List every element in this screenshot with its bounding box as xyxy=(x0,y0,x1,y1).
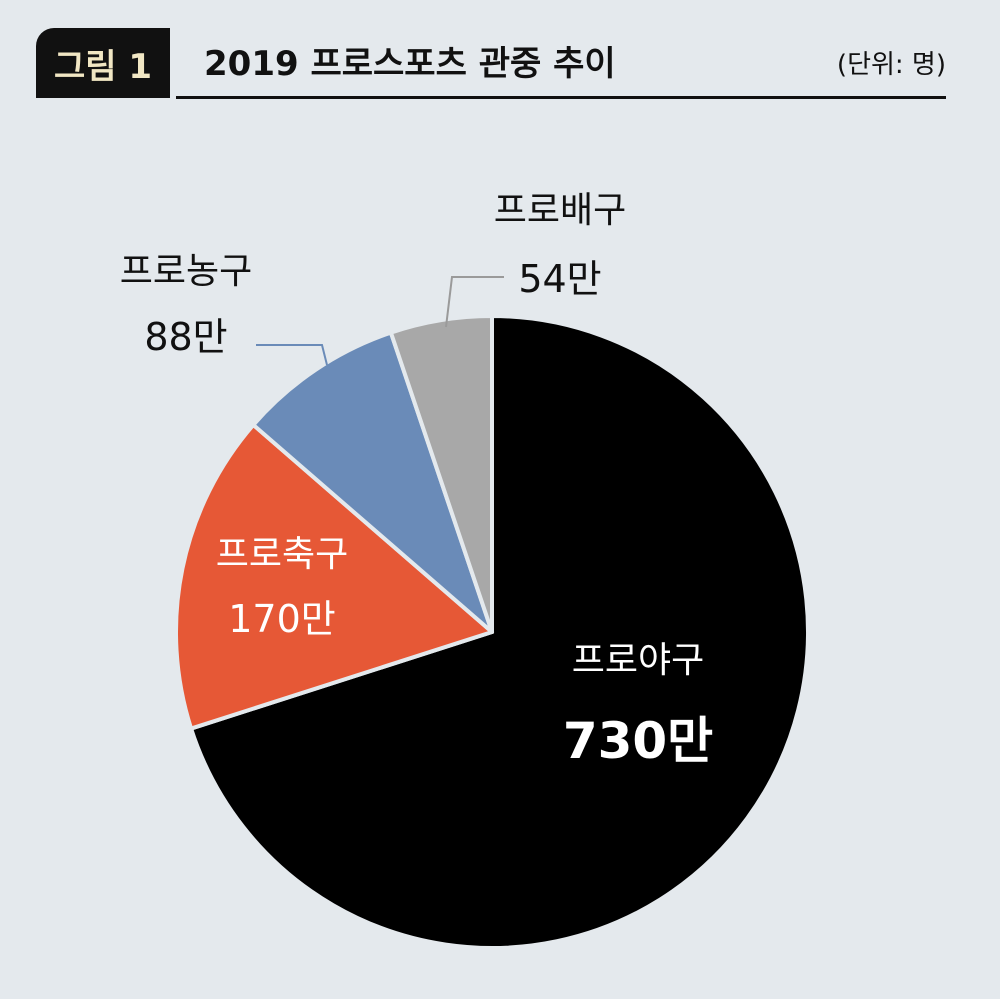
slice-value-baseball: 730만 xyxy=(563,712,713,770)
slice-label-soccer: 프로축구 xyxy=(216,534,348,575)
figure-label-badge: 그림 1 xyxy=(36,28,170,98)
slice-value-volleyball: 54만 xyxy=(518,257,601,301)
unit-label: (단위: 명) xyxy=(836,50,946,80)
slice-label-basketball: 프로농구 xyxy=(120,251,252,292)
slice-value-basketball: 88만 xyxy=(144,315,227,359)
slice-label-baseball: 프로야구 xyxy=(572,640,704,681)
header-rule xyxy=(176,96,946,99)
pie-slice-basketball xyxy=(251,330,494,634)
slice-value-soccer: 170만 xyxy=(228,597,336,641)
pie-slices xyxy=(174,314,810,950)
chart-title: 2019 프로스포츠 관중 추이 xyxy=(204,44,616,84)
slice-label-volleyball: 프로배구 xyxy=(494,190,626,231)
volleyball-leader-line xyxy=(445,276,504,328)
pie-slice-soccer xyxy=(174,422,494,731)
basketball-leader-line xyxy=(256,344,328,366)
pie-slice-baseball xyxy=(189,314,810,950)
pie-slice-volleyball xyxy=(388,314,494,634)
figure-header: 그림 1 2019 프로스포츠 관중 추이 (단위: 명) xyxy=(0,0,1000,100)
